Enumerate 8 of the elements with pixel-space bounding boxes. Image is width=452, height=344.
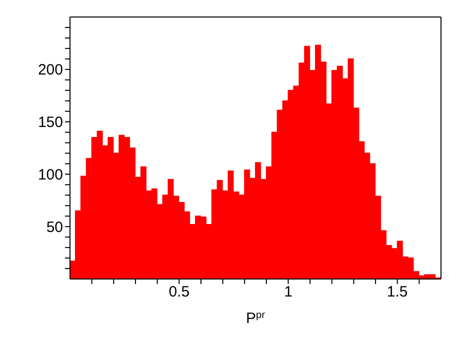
y-tick-label: 100	[38, 166, 63, 184]
x-tick-label: 0.5	[168, 284, 190, 301]
y-tick-label: 150	[38, 114, 63, 132]
x-tick-label: 1	[284, 284, 292, 301]
x-tick-label: 1.5	[386, 284, 408, 301]
y-tick-label: 50	[46, 218, 63, 236]
x-axis-title: P$^{pr}$	[246, 310, 266, 327]
y-tick-label: 200	[38, 62, 63, 79]
